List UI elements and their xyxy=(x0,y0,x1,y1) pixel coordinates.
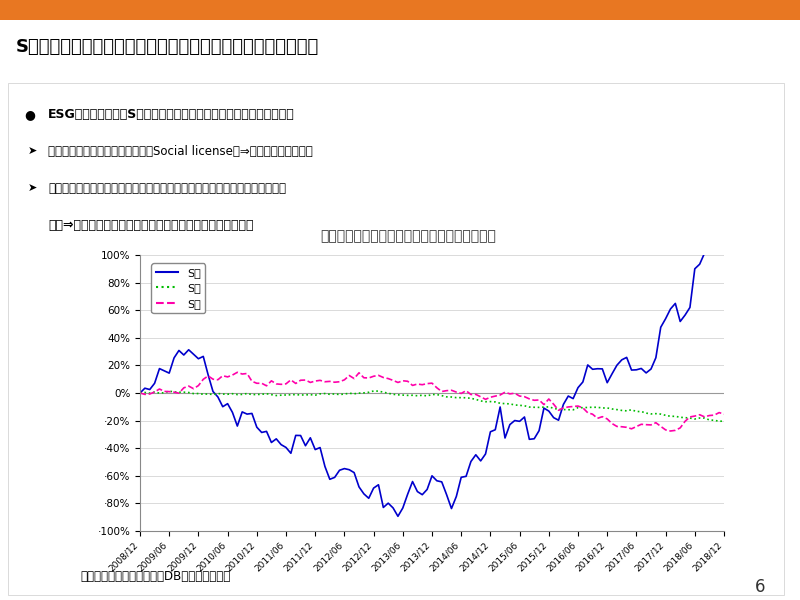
Text: ●: ● xyxy=(24,108,35,121)
Line: S３: S３ xyxy=(140,372,724,431)
Text: 6: 6 xyxy=(754,578,766,596)
S２ xyxy=(534,404,544,411)
S２ xyxy=(271,392,281,399)
Text: Ｓレーティング累積超過リターン（単純平均）: Ｓレーティング累積超過リターン（単純平均） xyxy=(320,230,496,244)
FancyBboxPatch shape xyxy=(8,83,784,595)
Legend: S１, S２, S３: S１, S２, S３ xyxy=(151,263,205,313)
Line: S２: S２ xyxy=(140,391,724,421)
S１ xyxy=(685,304,694,311)
Text: ➤: ➤ xyxy=(28,183,38,193)
S１ xyxy=(383,500,393,507)
Line: S１: S１ xyxy=(140,214,724,516)
Text: ビジネスモデルの社会との適合（Social license）⇒今回は取り上げない: ビジネスモデルの社会との適合（Social license）⇒今回は取り上げない xyxy=(48,145,313,158)
Text: ➤: ➤ xyxy=(28,146,38,156)
S１ xyxy=(719,211,729,218)
Text: 従業員との関係（人財育成により活力を高める）（従業員満足度ではない）: 従業員との関係（人財育成により活力を高める）（従業員満足度ではない） xyxy=(48,182,286,194)
S２ xyxy=(505,400,514,407)
Text: ⇒人財戦略は、経営戦略の一環、そして、競争力の源泉: ⇒人財戦略は、経営戦略の一環、そして、競争力の源泉 xyxy=(48,218,254,232)
S３ xyxy=(276,381,286,388)
S２ xyxy=(194,390,203,397)
S３ xyxy=(233,368,242,376)
S１ xyxy=(393,512,402,520)
S３ xyxy=(534,397,544,404)
S３ xyxy=(666,427,675,434)
Text: ESG要因の中でも、S要因は企業価値と密接に結びついていると認識: ESG要因の中でも、S要因は企業価値と密接に結びついていると認識 xyxy=(48,108,294,121)
S２ xyxy=(135,389,145,397)
S３ xyxy=(388,377,398,384)
S１ xyxy=(534,427,544,434)
S３ xyxy=(690,412,699,419)
S２ xyxy=(714,418,724,425)
S３ xyxy=(194,382,203,389)
S２ xyxy=(369,388,378,395)
Text: （出所）ニッセイアセットDBより、井口作成: （出所）ニッセイアセットDBより、井口作成 xyxy=(80,571,230,583)
S３ xyxy=(505,390,514,397)
FancyBboxPatch shape xyxy=(0,0,800,20)
S１ xyxy=(135,389,145,397)
Text: S要因の株価パフォーマンス（企業価値向上）における重要性: S要因の株価パフォーマンス（企業価値向上）における重要性 xyxy=(16,38,319,56)
S１ xyxy=(505,421,514,428)
S２ xyxy=(719,418,729,425)
S３ xyxy=(719,410,729,418)
S１ xyxy=(271,435,281,442)
S１ xyxy=(194,355,203,362)
S３ xyxy=(135,389,145,397)
S２ xyxy=(685,415,694,422)
S２ xyxy=(388,391,398,398)
